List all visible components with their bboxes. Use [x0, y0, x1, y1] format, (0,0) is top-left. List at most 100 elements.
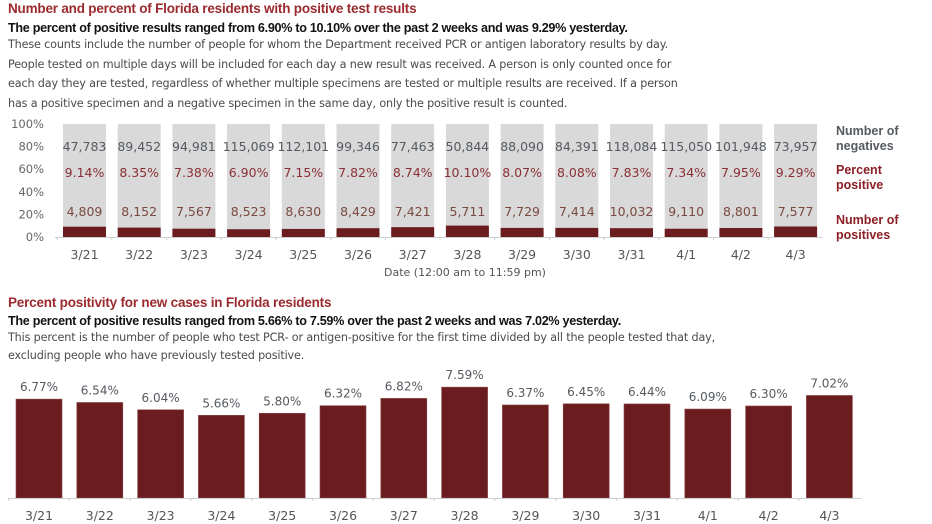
chart1-subtitle: The percent of positive results ranged f… [8, 21, 628, 35]
x-tick-label: 3/26 [344, 247, 372, 262]
bar-percent-positivity [562, 403, 610, 499]
chart1-description-line: People tested on multiple days will be i… [8, 57, 672, 71]
bar-data-label: 6.09% [689, 390, 727, 404]
bar-negatives [500, 124, 544, 228]
chart1-description-line: has a positive specimen and a negative s… [8, 96, 568, 110]
bar-percent-positivity [380, 398, 428, 499]
bar-data-label: 7.02% [810, 376, 848, 390]
label-positives: 8,630 [285, 204, 321, 219]
x-tick-label: 3/21 [25, 508, 53, 523]
x-tick-label: 3/28 [451, 508, 479, 523]
label-percent-positive: 7.82% [338, 165, 378, 180]
bar-percent-positivity [258, 412, 306, 499]
bar-percent-positivity [137, 409, 184, 499]
legend-percent-line1: Percent [836, 163, 883, 177]
x-tick-label: 3/27 [399, 247, 427, 262]
bar-negatives [391, 124, 435, 228]
label-positives: 7,729 [504, 204, 540, 219]
bar-negatives [63, 124, 106, 227]
bar-negatives [610, 124, 653, 229]
label-positives: 8,429 [340, 204, 376, 219]
bar-data-label: 6.32% [324, 387, 362, 401]
label-positives: 7,414 [559, 204, 595, 219]
bar-chart-percent-positivity: 6.77% 6.54% 6.04% 5.66% 5.80% 6.32% 6.82% 7.59%… [8, 368, 862, 523]
bar-data-label: 6.37% [506, 386, 544, 400]
bar-percent-positivity [684, 408, 732, 499]
bar-percent-positivity [806, 395, 853, 499]
label-percent-positive: 7.34% [666, 165, 706, 180]
label-positives: 7,577 [778, 204, 814, 219]
bar-positives [555, 227, 599, 237]
x-tick-label: 3/22 [86, 508, 114, 523]
bar-percent-positivity [502, 404, 549, 499]
label-percent-positive: 8.35% [119, 165, 159, 180]
bar-negatives [227, 124, 271, 230]
label-negatives: 99,346 [336, 139, 380, 154]
chart1-description-line: These counts include the number of peopl… [8, 38, 669, 51]
legend-negatives-line2: negatives [836, 139, 894, 153]
bar-negatives [172, 124, 216, 229]
chart1-description-line: each day they are tested, regardless of … [8, 77, 678, 90]
bar-negatives [664, 124, 708, 229]
legend-positives-line2: positives [836, 228, 890, 242]
bar-positives [281, 228, 325, 237]
legend: Number of negatives Percent positive Num… [836, 124, 899, 242]
x-tick-label: 4/1 [698, 508, 718, 523]
chart2-subtitle: The percent of positive results ranged f… [8, 314, 621, 328]
label-percent-positive: 9.29% [776, 165, 816, 180]
label-positives: 10,032 [610, 204, 654, 219]
bar-negatives [445, 124, 489, 226]
label-negatives: 73,957 [774, 139, 818, 154]
bar-positives [500, 227, 544, 237]
bar-data-label: 6.44% [628, 385, 666, 399]
bar-positives [391, 227, 435, 237]
bar-data-label: 6.30% [750, 387, 788, 401]
bar-positives [610, 228, 653, 237]
y-tick-label: 20% [18, 207, 44, 221]
label-positives: 8,801 [723, 204, 759, 219]
chart2-title: Percent positivity for new cases in Flor… [8, 295, 332, 310]
x-tick-label: 3/29 [511, 508, 539, 523]
x-tick-label: 3/25 [289, 247, 317, 262]
bar-positives [336, 228, 380, 237]
bar-data-label: 5.80% [263, 394, 301, 408]
y-tick-label: 40% [18, 185, 44, 199]
bar-data-label: 6.45% [567, 385, 605, 399]
x-tick-label: 3/23 [180, 247, 208, 262]
legend-positives-line1: Number of [836, 213, 899, 227]
bar-data-label: 7.59% [446, 368, 484, 382]
chart2-description-line: This percent is the number of people who… [8, 331, 716, 344]
label-negatives: 94,981 [172, 139, 216, 154]
y-tick-label: 80% [18, 140, 44, 154]
x-tick-label: 3/26 [329, 508, 357, 523]
label-positives: 5,711 [450, 204, 486, 219]
x-tick-label: 3/22 [125, 247, 153, 262]
bar-percent-positivity [441, 386, 488, 499]
label-positives: 4,809 [67, 204, 103, 219]
legend-percent-line2: positive [836, 178, 883, 192]
y-tick-label: 0% [26, 230, 44, 244]
x-tick-label: 3/24 [207, 508, 235, 523]
label-negatives: 101,948 [715, 139, 767, 154]
label-percent-positive: 7.15% [283, 165, 323, 180]
label-percent-positive: 7.83% [612, 165, 652, 180]
x-tick-label: 4/2 [731, 247, 751, 262]
bar-positives [117, 227, 161, 237]
chart2-description: This percent is the number of people who… [8, 329, 715, 365]
label-negatives: 47,783 [63, 139, 107, 154]
label-negatives: 77,463 [391, 139, 435, 154]
chart2-description-line: excluding people who have previously tes… [8, 349, 305, 362]
label-positives: 7,567 [176, 204, 212, 219]
x-tick-label: 3/31 [633, 508, 661, 523]
x-tick-label: 3/24 [235, 247, 263, 262]
x-tick-label: 3/30 [572, 508, 600, 523]
chart1-description: These counts include the number of peopl… [8, 35, 678, 113]
x-tick-label: 4/2 [759, 508, 779, 523]
x-tick-label: 3/23 [147, 508, 175, 523]
label-percent-positive: 7.38% [174, 165, 214, 180]
label-negatives: 112,101 [277, 139, 329, 154]
bar-positives [172, 228, 216, 237]
x-tick-label: 3/31 [617, 247, 645, 262]
label-negatives: 115,050 [660, 139, 712, 154]
bar-positives [445, 225, 489, 237]
